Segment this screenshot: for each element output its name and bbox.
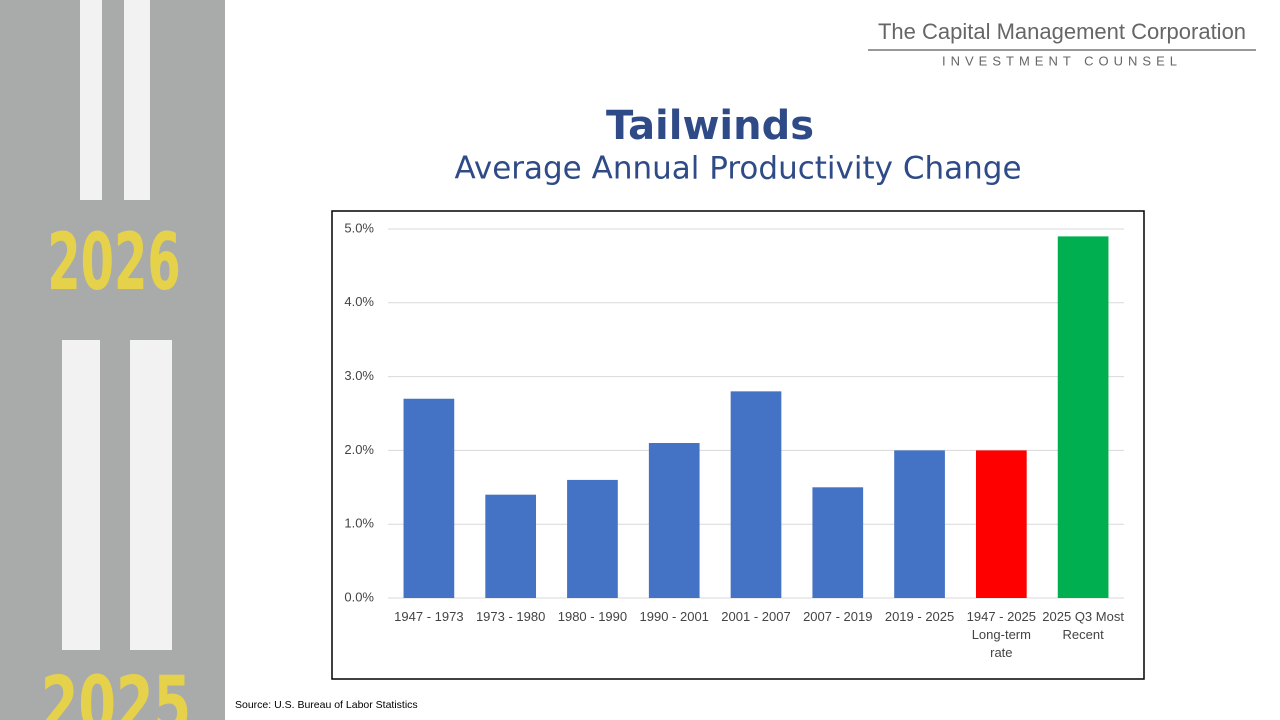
x-tick-label: 1990 - 2001 (639, 609, 709, 624)
company-tagline: INVESTMENT COUNSEL (942, 53, 1182, 68)
y-tick-label: 0.0% (344, 589, 374, 604)
x-tick-label: 2025 Q3 Most Recent (1042, 609, 1124, 642)
x-tick-label: 2019 - 2025 (884, 609, 955, 624)
x-tick-label: 1947 - 2025 Long-term rate (966, 609, 1037, 660)
source-note: Source: U.S. Bureau of Labor Statistics (235, 699, 418, 711)
chart-subtitle: Average Annual Productivity Change (454, 151, 1021, 187)
y-tick-label: 3.0% (344, 368, 374, 383)
lane-stripe (130, 340, 172, 650)
x-tick-label: 2001 - 2007 (721, 609, 791, 624)
lane-stripe (62, 340, 100, 650)
road-text: 2025 (41, 659, 191, 720)
x-tick-label: 1973 - 1980 (475, 609, 546, 624)
bar (485, 494, 537, 598)
bar (975, 450, 1027, 598)
bar (648, 443, 700, 598)
company-name: The Capital Management Corporation (878, 19, 1246, 44)
y-tick-label: 5.0% (344, 220, 374, 235)
y-tick-label: 1.0% (344, 516, 374, 531)
bar (567, 479, 618, 598)
y-tick-label: 2.0% (344, 442, 374, 457)
bar (1057, 236, 1109, 598)
bar (812, 487, 864, 598)
chart-title: Tailwinds (606, 103, 814, 149)
x-tick-label: 1980 - 1990 (557, 609, 628, 624)
bar (403, 398, 455, 598)
x-tick-label: 1947 - 1973 (394, 609, 464, 624)
bar (730, 391, 782, 598)
y-tick-label: 4.0% (344, 294, 374, 309)
bar (894, 450, 945, 598)
lane-stripe (80, 0, 102, 200)
road-image (0, 0, 225, 720)
lane-stripe (124, 0, 150, 200)
road-text: 2026 (47, 218, 181, 308)
x-tick-label: 2007 - 2019 (803, 609, 873, 624)
